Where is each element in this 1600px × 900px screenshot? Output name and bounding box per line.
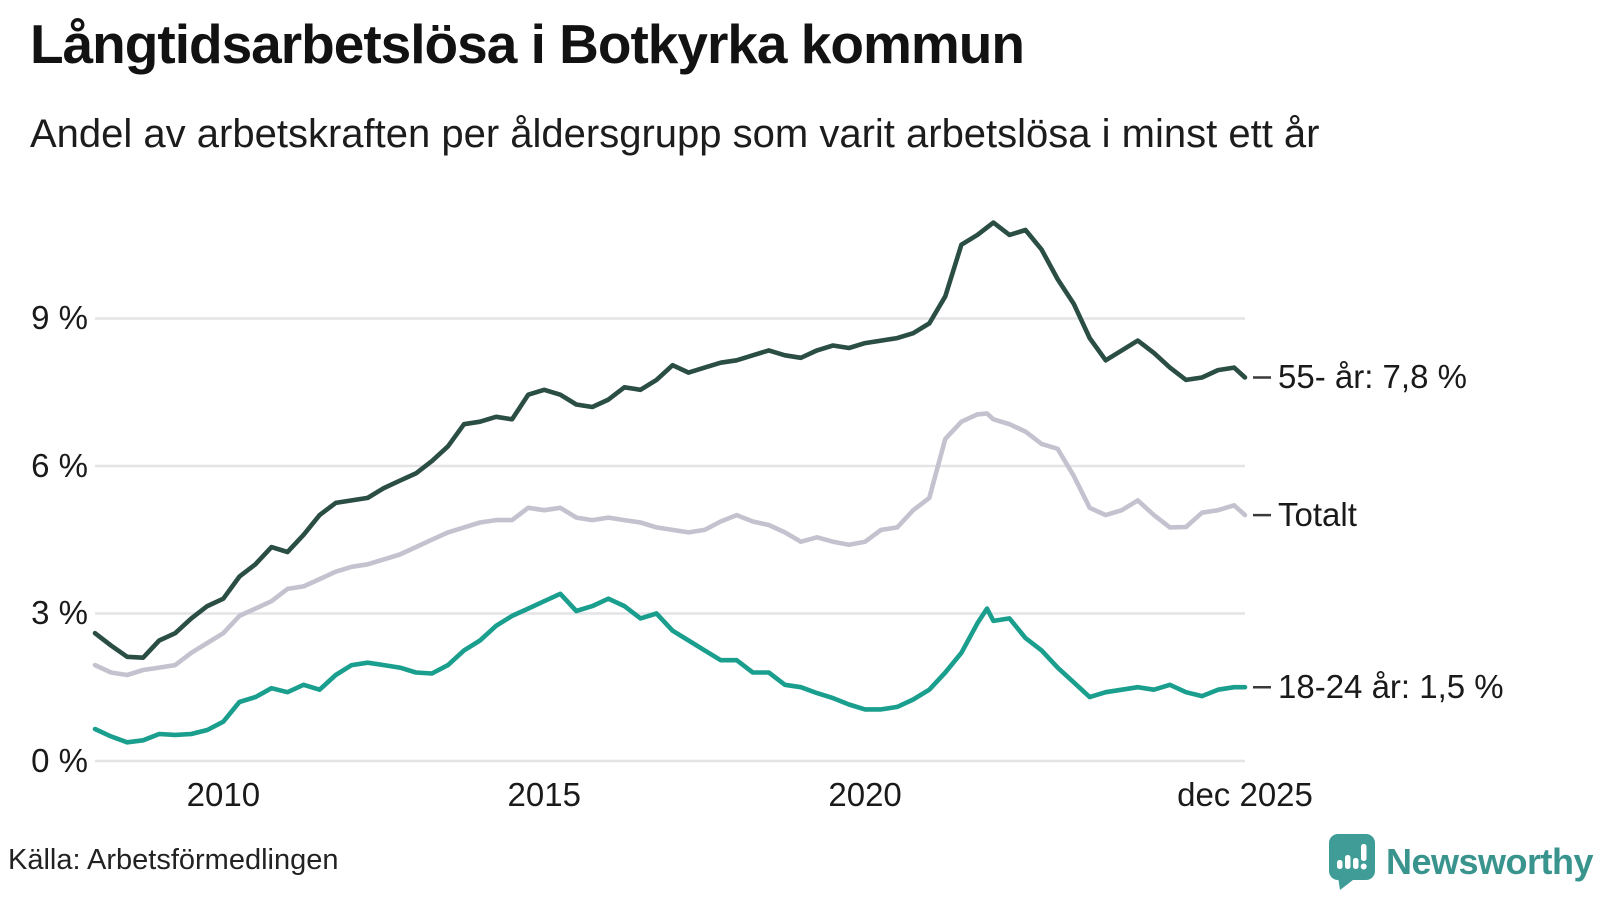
series-line-totalt: [92, 411, 1248, 678]
y-axis-tick-label: 0 %: [31, 742, 88, 779]
newsworthy-icon: [1329, 834, 1375, 890]
x-axis-tick-label: 2015: [507, 776, 581, 813]
series-end-label: Totalt: [1278, 496, 1357, 534]
x-axis-tick-label: 2010: [186, 776, 261, 813]
brand-name: Newsworthy: [1386, 841, 1594, 882]
y-axis-tick-label: 6 %: [31, 446, 88, 484]
y-axis-tick-label: 3 %: [31, 594, 88, 632]
x-axis-tick-label: dec 2025: [1177, 776, 1313, 813]
series-line-55--r: [92, 220, 1248, 661]
chart-subtitle: Andel av arbetskraften per åldersgrupp s…: [30, 112, 1320, 156]
series-end-label: 18-24 år: 1,5 %: [1278, 668, 1504, 706]
series-line-18-24-r: [92, 591, 1248, 745]
source-note: Källa: Arbetsförmedlingen: [8, 844, 339, 876]
y-axis-tick-label: 9 %: [31, 299, 88, 337]
series-end-label: 55- år: 7,8 %: [1278, 358, 1467, 396]
x-axis-tick-label: 2020: [828, 776, 902, 813]
brand-logo: Newsworthy: [1328, 833, 1594, 891]
page-title: Långtidsarbetslösa i Botkyrka kommun: [30, 13, 1025, 75]
